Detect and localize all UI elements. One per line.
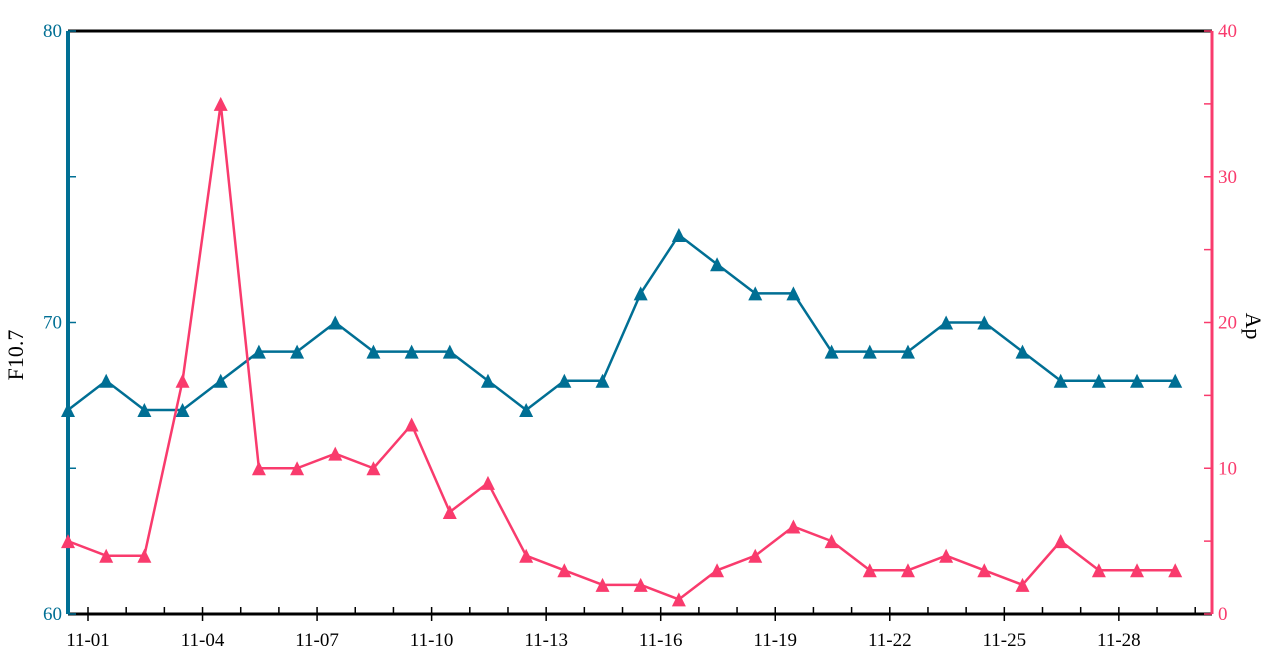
ap-point <box>862 563 877 578</box>
x-tick-label: 11-28 <box>1097 630 1141 651</box>
ap-point <box>404 417 419 432</box>
f10-7-point <box>786 286 801 301</box>
f10-7-point <box>862 344 877 359</box>
f10-7-point <box>99 373 114 388</box>
f10-7-point <box>519 402 534 417</box>
x-tick-label: 11-16 <box>639 630 683 651</box>
f10-7-point <box>824 344 839 359</box>
x-tick-label: 11-19 <box>753 630 797 651</box>
x-tick-label: 11-13 <box>524 630 568 651</box>
left-y-tick-label: 60 <box>43 604 62 625</box>
ap-point <box>366 461 381 476</box>
ap-point <box>633 577 648 592</box>
f10-7-point <box>671 228 686 243</box>
f10-7-point <box>900 344 915 359</box>
ap-point <box>99 548 114 563</box>
ap-point <box>61 534 75 549</box>
right-y-axis: 0 10 20 30 40 <box>1204 21 1237 625</box>
right-y-axis-title: Ap <box>1241 313 1266 340</box>
f10-7-point <box>366 344 381 359</box>
ap-point <box>900 563 915 578</box>
f10-7-point <box>595 373 610 388</box>
ap-point <box>939 548 954 563</box>
f10-7-point <box>290 344 305 359</box>
f10-7-point <box>748 286 763 301</box>
right-y-tick-label: 20 <box>1218 313 1237 334</box>
x-tick-label: 11-22 <box>868 630 912 651</box>
series-layer <box>61 96 1183 607</box>
ap-point <box>1053 534 1068 549</box>
ap-point <box>290 461 305 476</box>
f10-7-point <box>939 315 954 330</box>
f10-7-point <box>175 402 190 417</box>
f10-7-point <box>1053 373 1068 388</box>
f10-7-point <box>328 315 343 330</box>
x-axis: 11-01 11-04 11-07 11-10 11-13 11-16 11-19 11-22… <box>66 607 1196 651</box>
right-y-tick-label: 30 <box>1218 167 1237 188</box>
ap-point <box>519 548 534 563</box>
x-tick-label: 11-07 <box>295 630 339 651</box>
ap-point <box>595 577 610 592</box>
ap-point <box>1168 563 1183 578</box>
f10-7-point <box>251 344 266 359</box>
right-y-tick-label: 10 <box>1218 458 1237 479</box>
f10-7-point <box>1168 373 1183 388</box>
f10-7-point <box>710 257 725 272</box>
ap-point <box>786 519 801 534</box>
f10-7-point <box>61 402 75 417</box>
f10-7-point <box>404 344 419 359</box>
ap-point <box>251 461 266 476</box>
f10-7-point <box>1015 344 1030 359</box>
ap-point <box>442 504 457 519</box>
f10-7-point <box>480 373 495 388</box>
ap-point <box>175 373 190 388</box>
ap-point <box>1015 577 1030 592</box>
f10-7-point <box>1130 373 1145 388</box>
left-y-axis-title: F10.7 <box>3 330 28 381</box>
right-y-tick-label: 0 <box>1218 604 1228 625</box>
ap-point <box>671 592 686 607</box>
ap-point <box>328 446 343 461</box>
f10-7-point <box>633 286 648 301</box>
x-tick-label: 11-04 <box>181 630 225 651</box>
ap-point <box>824 534 839 549</box>
f10-7-point <box>1091 373 1106 388</box>
left-y-tick-label: 80 <box>43 21 62 42</box>
ap-point <box>480 475 495 490</box>
x-tick-label: 11-01 <box>66 630 110 651</box>
ap-point <box>748 548 763 563</box>
ap-point <box>977 563 992 578</box>
f10-7-point <box>213 373 228 388</box>
ap-point <box>1091 563 1106 578</box>
left-y-axis: 60 70 80 <box>43 21 76 625</box>
ap-point <box>137 548 152 563</box>
f10-7-line <box>67 233 1176 412</box>
f10-7-point <box>137 402 152 417</box>
left-y-tick-label: 70 <box>43 313 62 334</box>
f10-7-point <box>977 315 992 330</box>
f10-7-point <box>442 344 457 359</box>
right-y-tick-label: 40 <box>1218 21 1237 42</box>
ap-point <box>1130 563 1145 578</box>
ap-line <box>67 102 1176 601</box>
ap-point <box>710 563 725 578</box>
x-tick-label: 11-10 <box>410 630 454 651</box>
plot-frame <box>66 29 1214 616</box>
f10-7-point <box>557 373 572 388</box>
ap-point <box>557 563 572 578</box>
x-tick-label: 11-25 <box>983 630 1027 651</box>
ap-point <box>213 96 228 111</box>
